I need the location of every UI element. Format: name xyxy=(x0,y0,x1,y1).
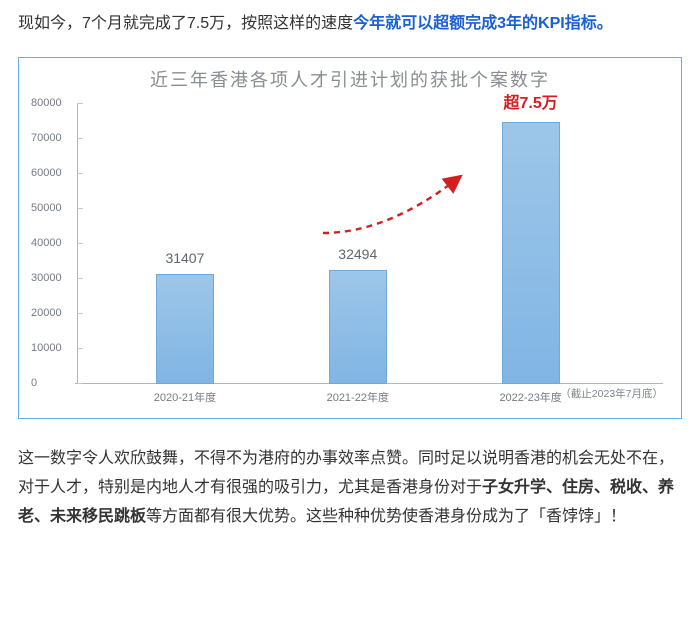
y-tick-mark xyxy=(77,208,83,209)
y-tick-label: 10000 xyxy=(31,339,62,359)
chart-container: 近三年香港各项人才引进计划的获批个案数字 0100002000030000400… xyxy=(18,57,682,419)
intro-paragraph: 现如今，7个月就完成了7.5万，按照这样的速度今年就可以超额完成3年的KPI指标… xyxy=(18,10,682,39)
closing-paragraph: 这一数字令人欢欣鼓舞，不得不为港府的办事效率点赞。同时足以说明香港的机会无处不在… xyxy=(18,445,682,531)
bar: 324942021-22年度 xyxy=(329,270,387,384)
y-tick-label: 50000 xyxy=(31,199,62,219)
y-tick-label: 70000 xyxy=(31,129,62,149)
y-tick-mark xyxy=(77,278,83,279)
bar-value-label: 超7.5万 xyxy=(504,90,558,119)
bar-value-label: 31407 xyxy=(165,246,204,271)
chart-footnote: （截止2023年7月底） xyxy=(560,385,663,404)
y-tick-label: 60000 xyxy=(31,164,62,184)
closing-text-2: 等方面都有很大优势。这些种种优势使香港身份成为了「香饽饽」！ xyxy=(146,508,626,525)
bar: 314072020-21年度 xyxy=(156,274,214,384)
growth-arrow xyxy=(317,171,467,241)
y-tick-mark xyxy=(77,348,83,349)
y-tick-label: 0 xyxy=(31,374,37,394)
bar: 超7.5万2022-23年度 xyxy=(502,122,560,385)
bar-x-label: 2020-21年度 xyxy=(154,389,216,409)
bar-x-label: 2021-22年度 xyxy=(327,389,389,409)
y-tick-label: 40000 xyxy=(31,234,62,254)
y-tick-label: 30000 xyxy=(31,269,62,289)
y-tick-mark xyxy=(77,103,83,104)
chart-plot: 0100002000030000400005000060000700008000… xyxy=(77,104,663,414)
y-tick-label: 20000 xyxy=(31,304,62,324)
bars-area: 314072020-21年度 324942021-22年度 超7.5万2022-23… xyxy=(87,104,663,384)
intro-text: 现如今，7个月就完成了7.5万，按照这样的速度 xyxy=(18,15,353,32)
bar-value-label: 32494 xyxy=(338,242,377,267)
chart-title: 近三年香港各项人才引进计划的获批个案数字 xyxy=(29,64,671,96)
y-tick-mark xyxy=(77,383,83,384)
y-tick-mark xyxy=(77,138,83,139)
y-tick-mark xyxy=(77,243,83,244)
y-tick-label: 80000 xyxy=(31,94,62,114)
y-tick-mark xyxy=(77,173,83,174)
y-tick-mark xyxy=(77,313,83,314)
bar-x-label: 2022-23年度 xyxy=(499,389,561,409)
intro-highlight: 今年就可以超额完成3年的KPI指标。 xyxy=(353,15,613,32)
